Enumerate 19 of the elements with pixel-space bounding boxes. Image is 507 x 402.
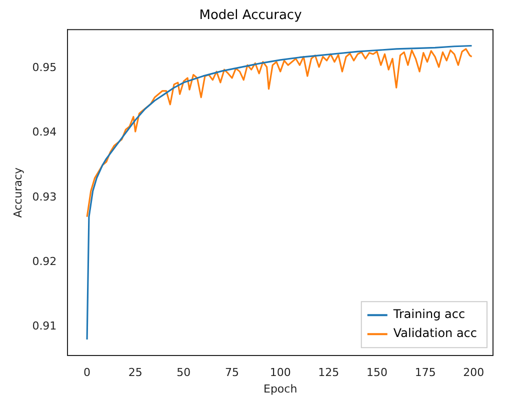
x-tick-label: 125	[318, 366, 340, 380]
y-tick-label: 0.92	[32, 254, 57, 268]
x-tick-label: 100	[270, 366, 291, 380]
x-tick-label: 175	[414, 366, 436, 380]
x-tick-label: 25	[128, 366, 142, 380]
y-tick-label: 0.94	[32, 126, 57, 139]
y-tick-label: 0.93	[32, 190, 57, 204]
chart-title: Model Accuracy	[199, 8, 302, 24]
x-tick-label: 50	[176, 366, 191, 380]
legend-label: Validation acc	[393, 326, 478, 340]
y-tick-label: 0.91	[32, 319, 57, 332]
y-axis-title: Accuracy	[11, 167, 24, 218]
x-tick-label: 0	[84, 366, 91, 380]
y-tick-label: 0.95	[32, 61, 57, 74]
legend-label: Training acc	[392, 307, 466, 322]
x-tick-label: 200	[463, 366, 484, 380]
x-tick-label: 150	[366, 366, 388, 380]
x-tick-label: 75	[225, 366, 240, 380]
x-axis-title: Epoch	[264, 382, 298, 396]
